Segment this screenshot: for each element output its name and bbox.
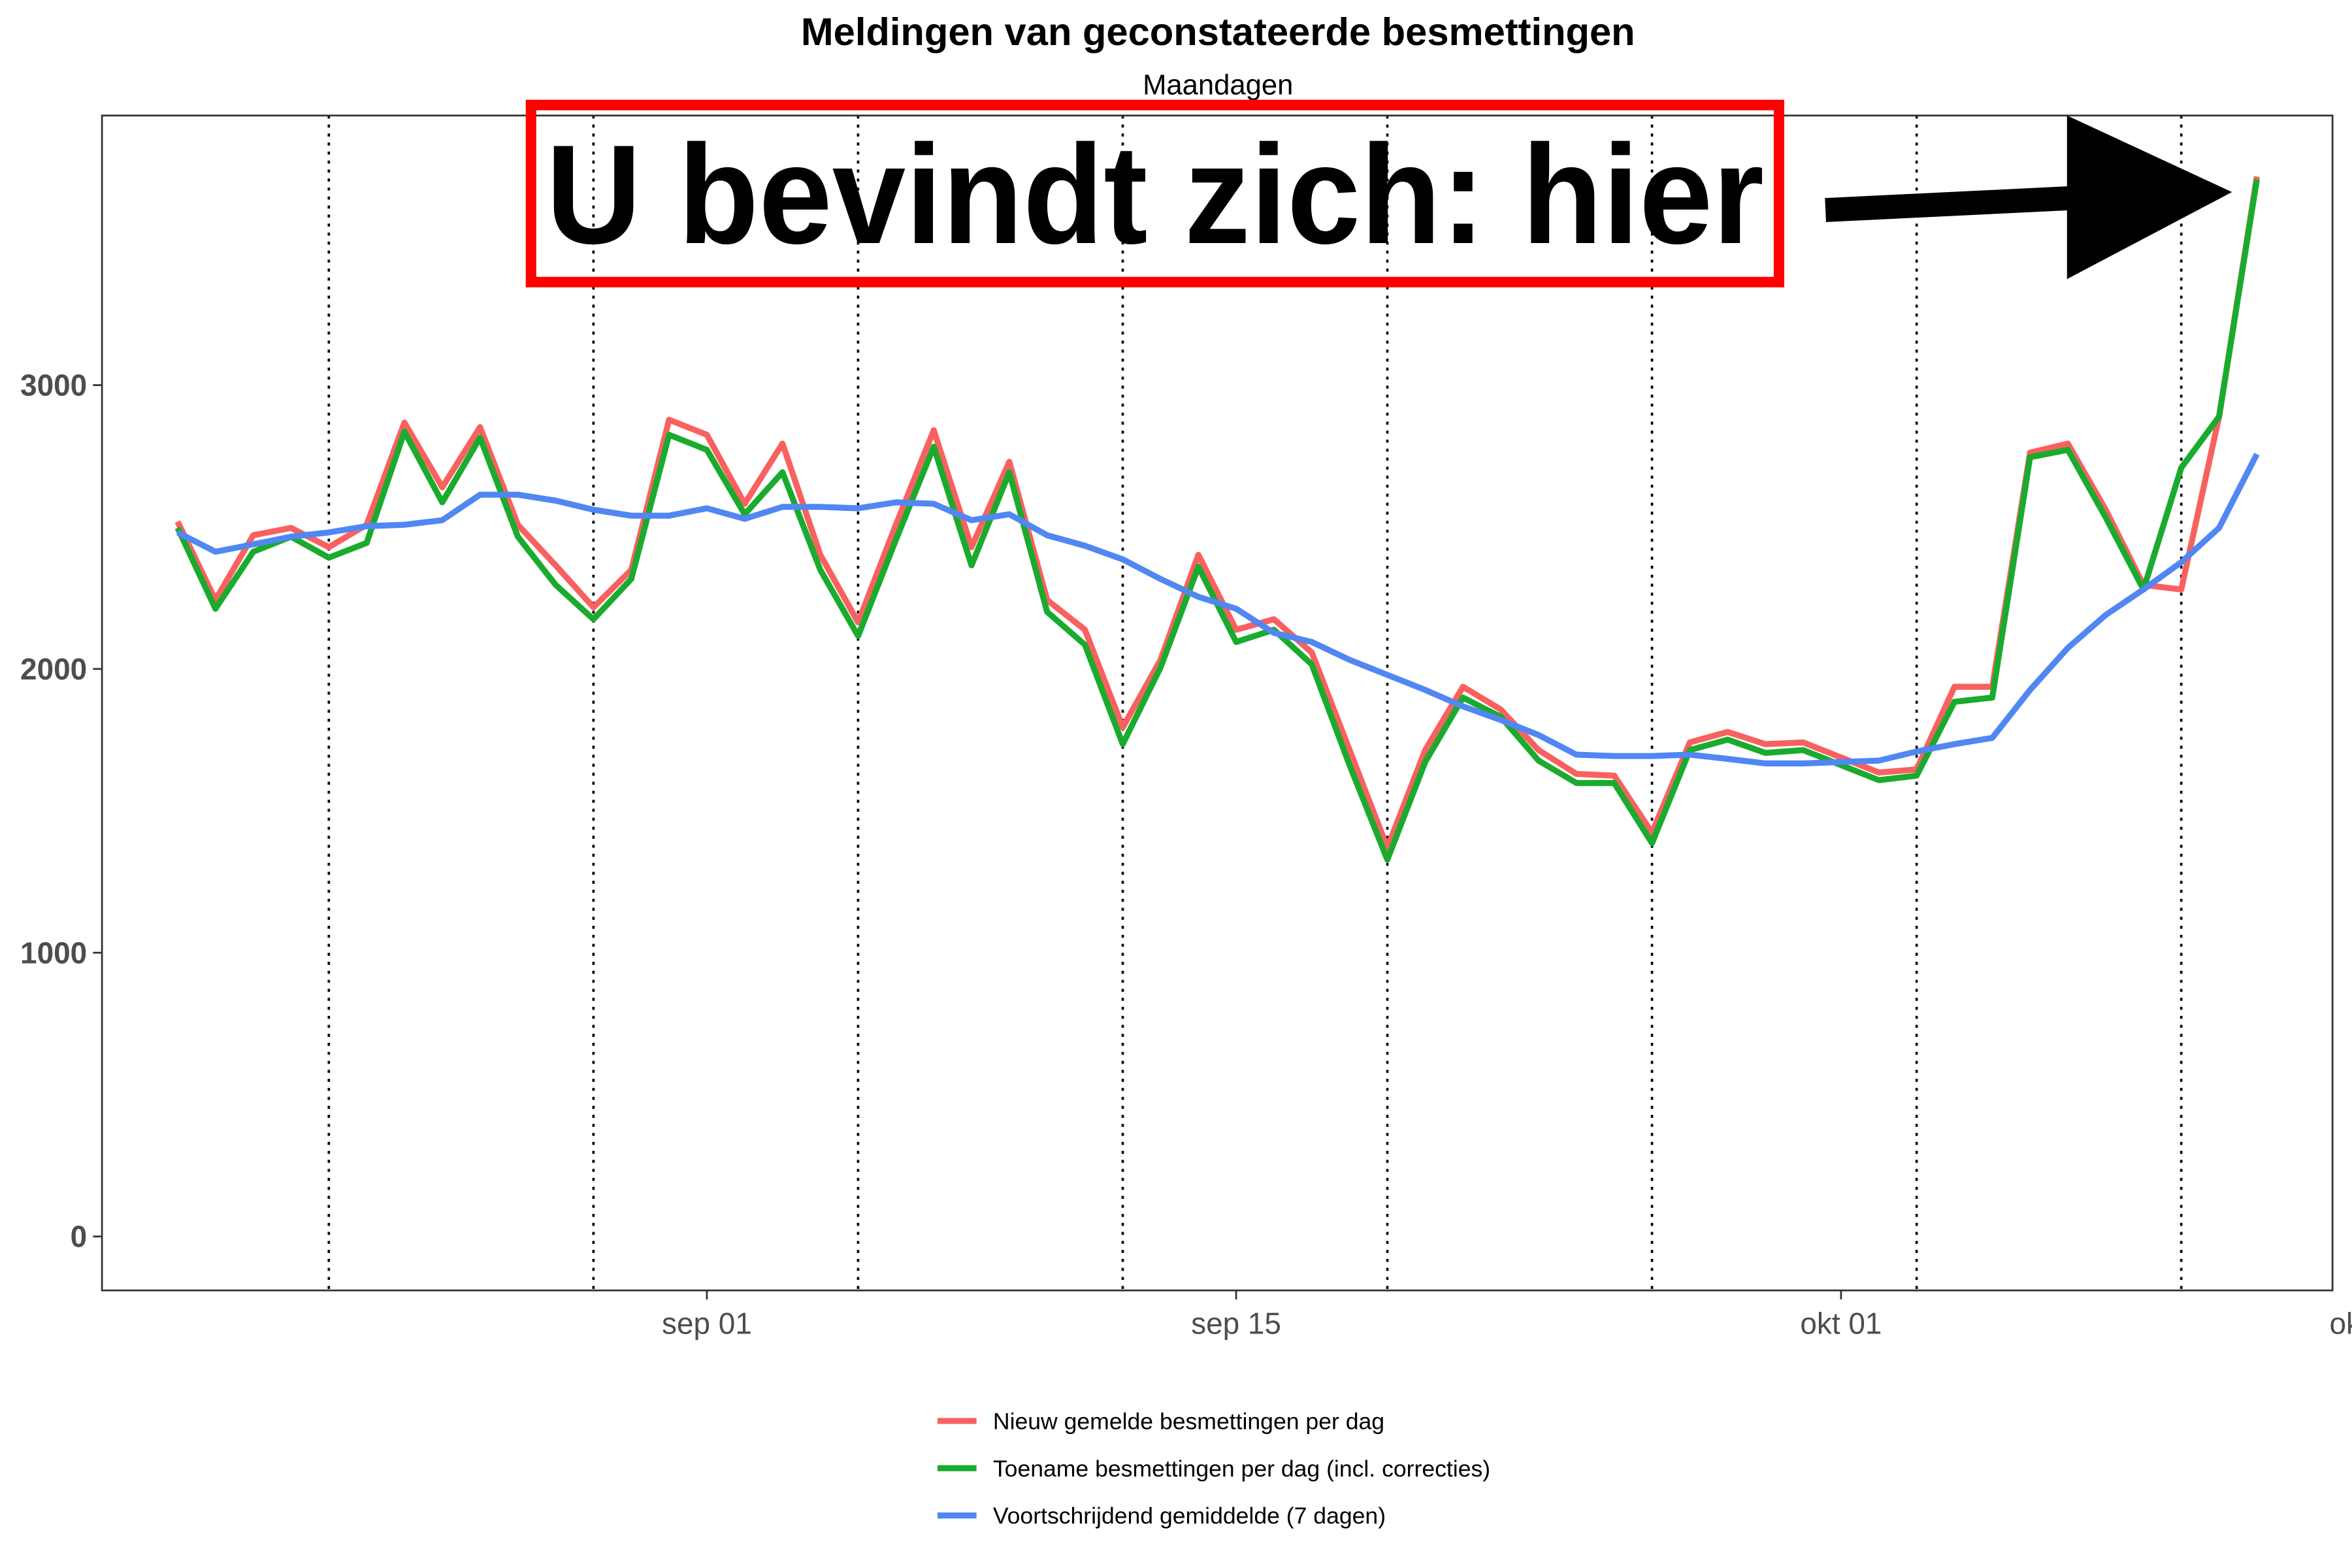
x-tick-label: okt 15 <box>2329 1307 2352 1341</box>
y-tick-label: 0 <box>71 1220 88 1254</box>
x-tick-label: okt 01 <box>1800 1307 1882 1341</box>
series-line <box>174 176 2260 851</box>
plot-frame <box>101 114 2334 1292</box>
y-tick-label: 1000 <box>20 936 87 970</box>
annotation-text: U bevindt zich: hier <box>546 116 1764 273</box>
legend-label: Toename besmettingen per dag (incl. corr… <box>993 1456 1490 1482</box>
chart-subtitle: Maandagen <box>1143 70 1293 101</box>
annotation-box <box>525 99 1784 287</box>
series-line <box>176 452 2260 767</box>
chart-title: Meldingen van geconstateerde besmettinge… <box>801 10 1635 54</box>
x-tick-label: sep 15 <box>1191 1307 1281 1341</box>
y-tick-label: 2000 <box>20 652 87 686</box>
annotation-arrow-head <box>2066 115 2232 280</box>
y-tick-label: 3000 <box>20 368 87 402</box>
annotation-arrow-shaft <box>1825 186 2074 222</box>
x-tick-label: sep 01 <box>662 1307 752 1341</box>
legend-label: Voortschrijdend gemiddelde (7 dagen) <box>993 1503 1386 1529</box>
legend-label: Nieuw gemelde besmettingen per dag <box>993 1409 1384 1435</box>
plot-area <box>174 115 2260 1291</box>
